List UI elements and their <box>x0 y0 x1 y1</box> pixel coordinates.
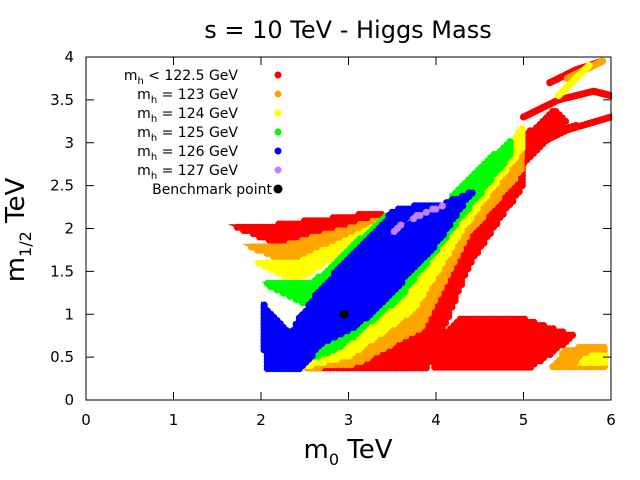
scatter-point <box>598 57 606 65</box>
legend-entry-label: mh = 124 GeV <box>137 106 238 125</box>
y-tick-label: 2.5 <box>50 177 74 195</box>
x-axis: 0 1 2 3 4 5 6 <box>81 57 616 429</box>
y-tick-label: 1 <box>64 305 74 323</box>
y-axis-label: m1/2 TeV <box>1 177 35 282</box>
x-tick-label: 0 <box>81 411 91 429</box>
y-tick-label: 1.5 <box>50 262 74 280</box>
x-axis-label: m0 TeV <box>303 435 392 469</box>
legend-entry-marker <box>274 128 282 136</box>
x-axis-label-sub: 0 <box>329 450 339 469</box>
y-tick-label: 0.5 <box>50 348 74 366</box>
legend-entry-label: mh = 126 GeV <box>137 144 238 163</box>
x-axis-label-main: m <box>303 435 328 465</box>
legend-benchmark-label: Benchmark point <box>152 182 272 198</box>
y-tick-label: 2 <box>64 220 74 238</box>
x-tick-label: 5 <box>519 411 529 429</box>
plot-area <box>227 57 612 373</box>
x-tick-label: 3 <box>344 411 354 429</box>
series-4-region <box>260 189 476 373</box>
legend-entry-label: mh = 125 GeV <box>137 125 238 144</box>
chart-title: s = 10 TeV - Higgs Mass <box>204 16 491 44</box>
y-tick-label: 3 <box>64 134 74 152</box>
legend-entry-marker <box>274 90 282 98</box>
legend-entry-label: mh = 127 GeV <box>137 163 238 182</box>
legend-benchmark-marker <box>273 184 283 194</box>
legend-entry-label: mh < 122.5 GeV <box>124 68 239 87</box>
data-layer <box>227 57 612 373</box>
x-tick-label: 4 <box>431 411 441 429</box>
y-tick-label: 0 <box>64 391 74 409</box>
legend-entry-label: mh = 123 GeV <box>137 87 238 106</box>
y-tick-label: 4 <box>64 48 74 66</box>
series-2-arc-0 <box>554 62 593 100</box>
legend-entry-marker <box>274 71 282 79</box>
series-5-region <box>387 189 476 238</box>
x-tick-label: 1 <box>169 411 179 429</box>
x-tick-label: 6 <box>606 411 616 429</box>
y-axis-label-unit: TeV <box>1 177 31 231</box>
legend-entry-marker <box>274 166 282 174</box>
legend-entry-marker <box>274 147 282 155</box>
scatter-point <box>585 62 593 70</box>
x-axis-label-unit: TeV <box>339 435 393 465</box>
legend-entry-marker <box>274 109 282 117</box>
x-tick-label: 2 <box>256 411 266 429</box>
y-axis-label-sub: 1/2 <box>16 231 35 257</box>
y-axis: 0 0.5 1 1.5 2 2.5 3 3.5 4 <box>50 48 611 409</box>
y-axis-label-main: m <box>1 257 31 282</box>
series-0-arc-2 <box>519 87 612 121</box>
y-tick-label: 3.5 <box>50 91 74 109</box>
benchmark-point <box>339 309 349 319</box>
